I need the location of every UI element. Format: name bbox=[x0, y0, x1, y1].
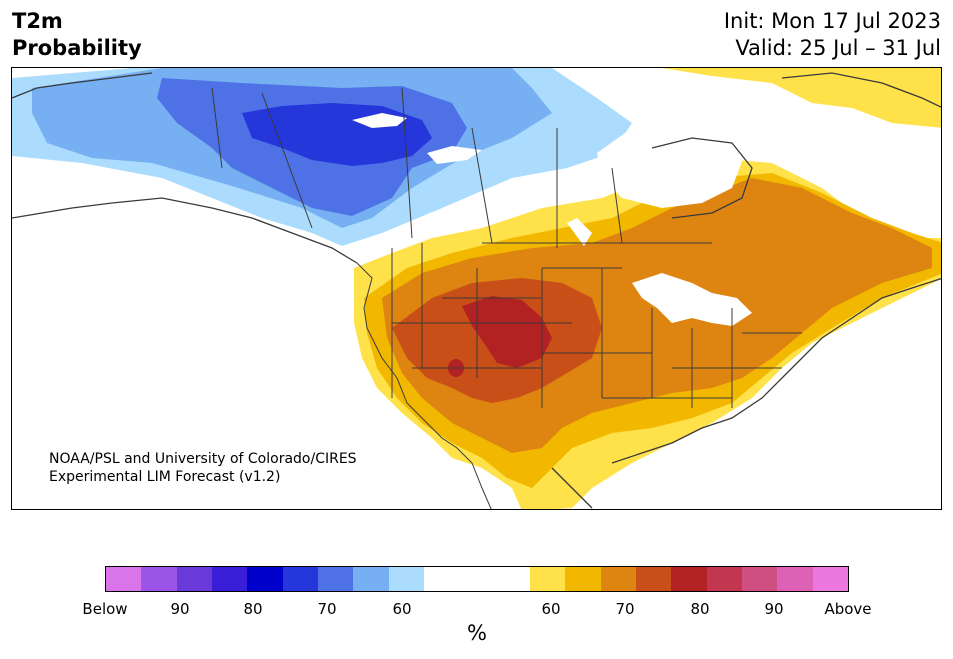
valid-range: Valid: 25 Jul – 31 Jul bbox=[735, 36, 941, 60]
colorbar-label-60-cold: 60 bbox=[392, 600, 412, 618]
colorbar-label-90-warm: 90 bbox=[764, 600, 784, 618]
colorbar-cell bbox=[812, 567, 848, 591]
colorbar-label-70-warm: 70 bbox=[615, 600, 635, 618]
colorbar-cell bbox=[106, 567, 142, 591]
colorbar-label-above: Above bbox=[824, 600, 872, 618]
colorbar-label-90-cold: 90 bbox=[170, 600, 190, 618]
colorbar-cell bbox=[635, 567, 672, 591]
colorbar-label-80-warm: 80 bbox=[690, 600, 710, 618]
colorbar-cell bbox=[176, 567, 212, 591]
colorbar-cell bbox=[600, 567, 636, 591]
credit-line-2: Experimental LIM Forecast (v1.2) bbox=[49, 469, 281, 485]
colorbar bbox=[105, 566, 849, 592]
init-date: Init: Mon 17 Jul 2023 bbox=[723, 9, 941, 33]
colorbar-cell bbox=[706, 567, 742, 591]
colorbar-cell bbox=[777, 567, 813, 591]
probability-map-svg bbox=[12, 68, 941, 509]
warm-80-region bbox=[462, 296, 552, 368]
colorbar-unit: % bbox=[467, 621, 487, 645]
colorbar-cell bbox=[211, 567, 248, 591]
credit-text: NOAA/PSL and University of Colorado/CIRE… bbox=[49, 450, 357, 486]
great-lakes-white bbox=[632, 273, 752, 326]
warm-60-arctic bbox=[662, 68, 941, 128]
colorbar-cell bbox=[741, 567, 778, 591]
coastlines bbox=[12, 72, 941, 509]
title-right: Init: Mon 17 Jul 2023 Valid: 25 Jul – 31… bbox=[724, 8, 941, 62]
colorbar-label-60-warm: 60 bbox=[541, 600, 561, 618]
colorbar-cell bbox=[353, 567, 389, 591]
colorbar-label-below: Below bbox=[82, 600, 128, 618]
colorbar-cell bbox=[423, 567, 530, 591]
lake-white-2 bbox=[427, 146, 482, 164]
title-left: T2m Probability bbox=[12, 8, 142, 62]
colorbar-cell bbox=[529, 567, 566, 591]
variable-label: T2m bbox=[12, 9, 63, 33]
colorbar-label-80-cold: 80 bbox=[243, 600, 263, 618]
forecast-map bbox=[11, 67, 942, 510]
colorbar-cell bbox=[317, 567, 354, 591]
political-borders bbox=[211, 87, 802, 509]
colorbar-cell bbox=[388, 567, 424, 591]
colorbar-cell bbox=[141, 567, 177, 591]
lake-winnipeg-white bbox=[567, 218, 592, 246]
colorbar-cell bbox=[282, 567, 318, 591]
product-label: Probability bbox=[12, 36, 142, 60]
colorbar-cell bbox=[565, 567, 601, 591]
credit-line-1: NOAA/PSL and University of Colorado/CIRE… bbox=[49, 451, 357, 467]
colorbar-label-70-cold: 70 bbox=[317, 600, 337, 618]
colorbar-cell bbox=[671, 567, 707, 591]
lake-white-1 bbox=[352, 113, 407, 128]
colorbar-cell bbox=[247, 567, 283, 591]
